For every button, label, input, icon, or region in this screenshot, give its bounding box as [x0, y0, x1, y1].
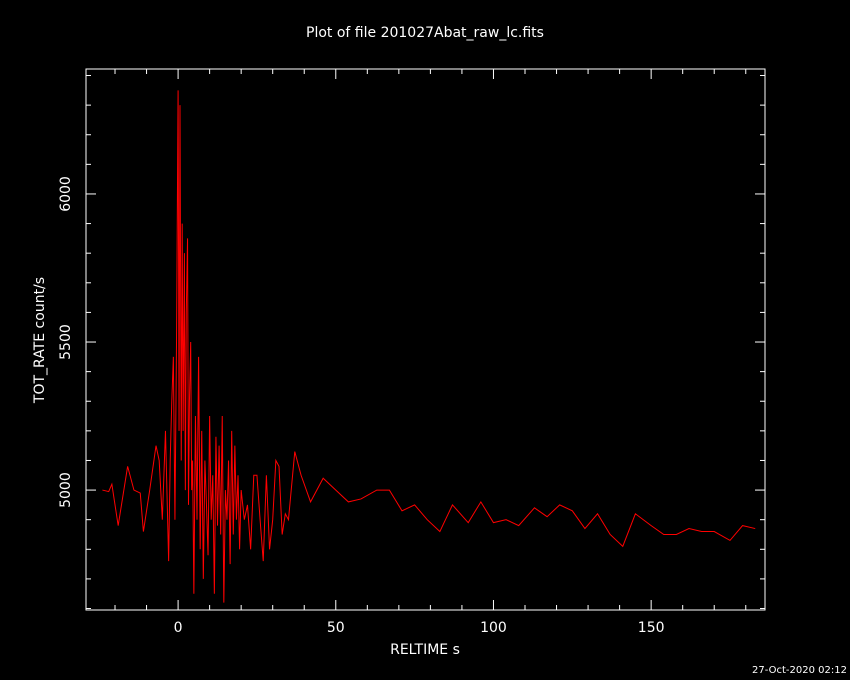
- x-axis-label: RELTIME s: [390, 642, 460, 658]
- x-tick-label: 150: [638, 620, 665, 636]
- data-line: [102, 90, 756, 603]
- y-axis-label: TOT_RATE count/s: [32, 277, 48, 404]
- y-tick-label: 5500: [58, 324, 74, 360]
- footer-timestamp: 27-Oct-2020 02:12: [752, 665, 847, 676]
- y-tick-label: 6000: [58, 176, 74, 212]
- x-tick-label: 0: [174, 620, 183, 636]
- chart-title: Plot of file 201027Abat_raw_lc.fits: [306, 25, 544, 41]
- y-tick-label: 5000: [58, 472, 74, 508]
- plot-frame: [85, 68, 766, 611]
- x-tick-label: 100: [480, 620, 507, 636]
- x-tick-label: 50: [327, 620, 345, 636]
